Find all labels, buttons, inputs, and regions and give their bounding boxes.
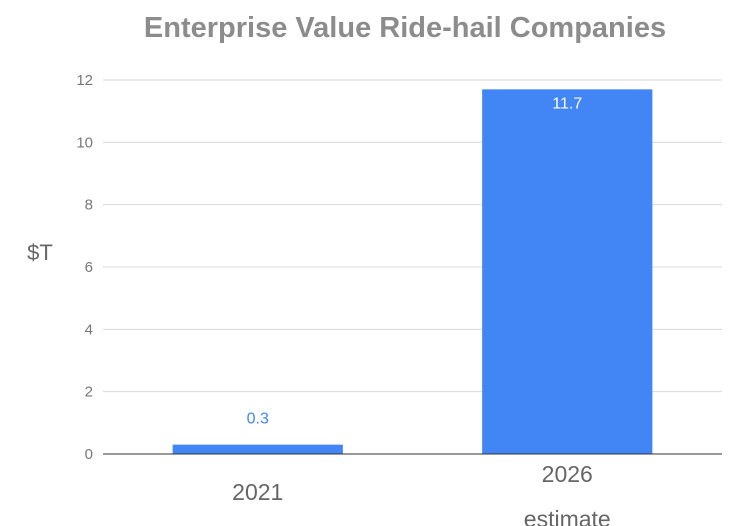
x-axis-categories: 2021 2026 estimate — [232, 461, 611, 526]
x-category-label: 2021 — [232, 479, 283, 505]
bar — [482, 89, 653, 454]
data-label: 11.7 — [552, 95, 582, 112]
x-category-label: estimate — [524, 506, 611, 526]
y-tick-label: 2 — [85, 384, 93, 401]
y-tick-label: 8 — [85, 197, 93, 214]
y-tick-label: 0 — [85, 446, 93, 463]
y-tick-label: 12 — [76, 72, 93, 89]
data-labels: 0.3 11.7 — [247, 95, 583, 427]
x-category-label: 2026 — [542, 461, 593, 487]
chart-title: Enterprise Value Ride-hail Companies — [144, 12, 666, 44]
bar — [172, 444, 343, 454]
y-tick-label: 4 — [85, 321, 93, 338]
y-axis-label: $T — [27, 240, 53, 265]
bars — [172, 89, 653, 454]
y-tick-label: 6 — [85, 259, 93, 276]
data-label: 0.3 — [247, 411, 269, 428]
y-axis-ticks: 0 2 4 6 8 10 12 — [76, 72, 93, 463]
y-tick-label: 10 — [76, 134, 93, 151]
